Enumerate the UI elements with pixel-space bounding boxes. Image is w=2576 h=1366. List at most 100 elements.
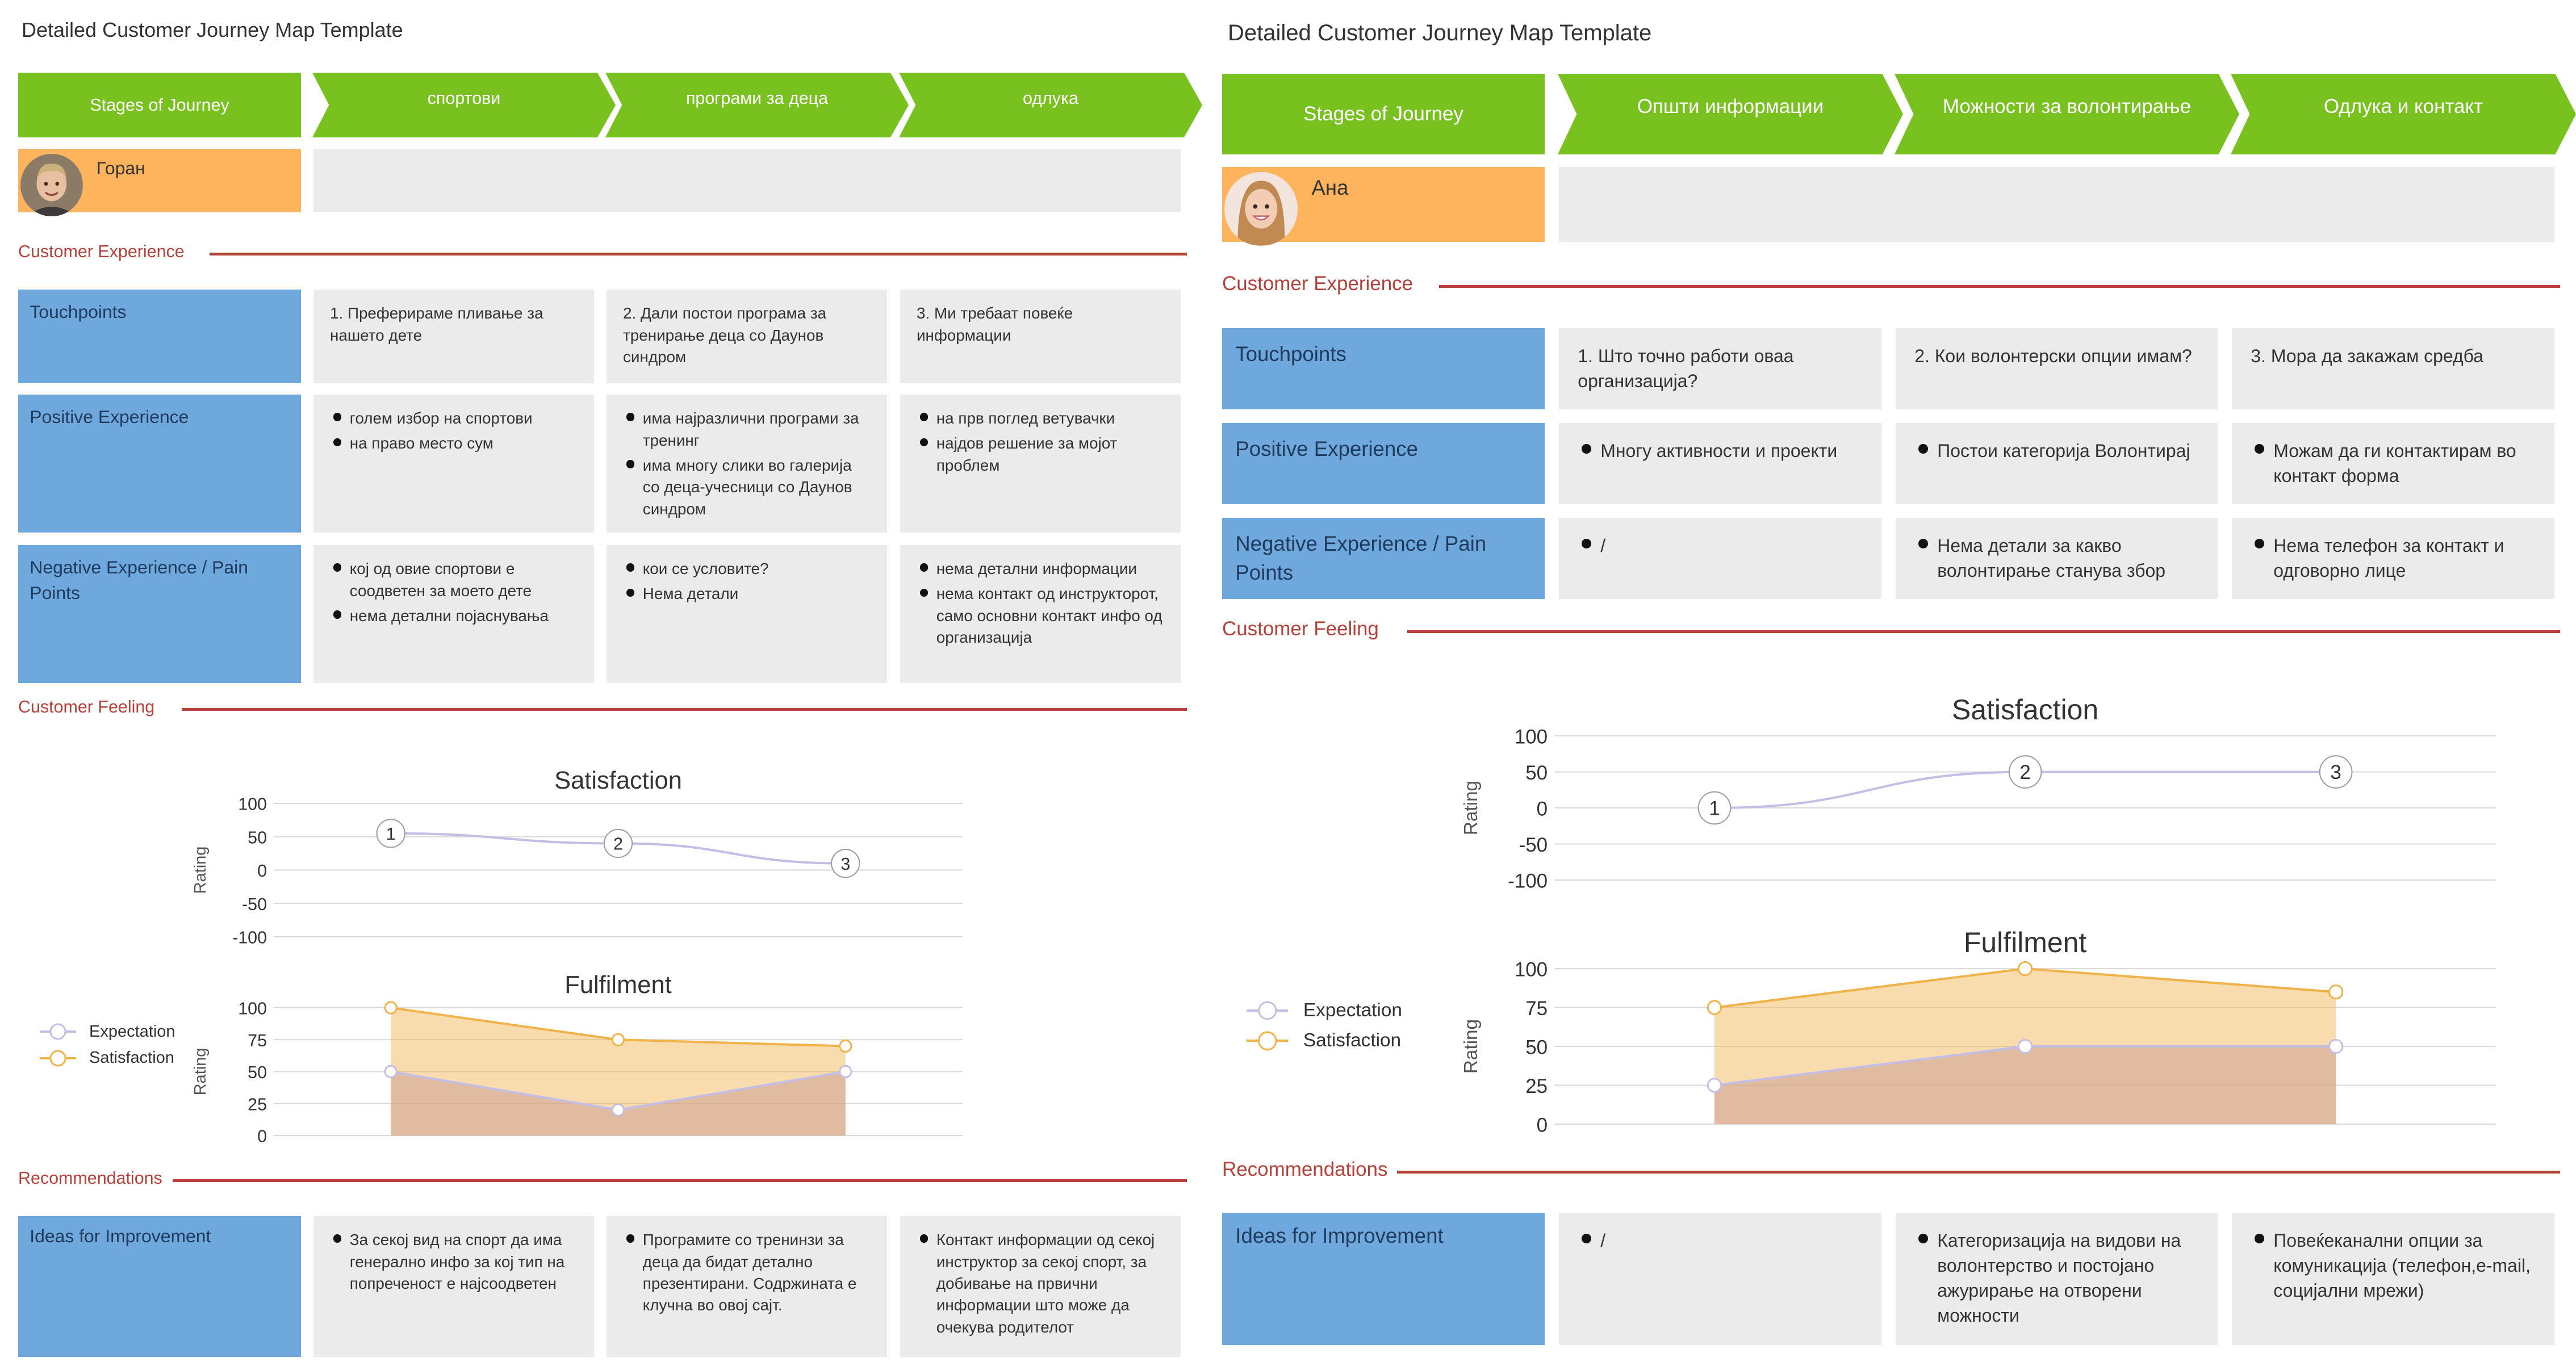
data-point [1697,791,1732,825]
stage-2[interactable]: програми за деца [605,73,909,137]
bullet-item: нема контакт од инструкторот, само основ… [917,583,1164,648]
bullet-list: Многу активности и проекти [1578,438,1862,463]
customer-feeling-header: Customer Feeling [18,697,155,717]
recommendations-header: Recommendations [1222,1158,1388,1181]
legend-dot [1257,1001,1277,1020]
chart-title: Fulfilment [564,971,672,999]
idea-cell: За секој вид на спорт да има генерално и… [313,1216,594,1357]
bullet-list: на прв поглед ветувачки најдов решение за… [917,408,1164,476]
expectation-point [611,1103,625,1117]
positive-experience-cell: Можам да ги контактирам во контакт форма [2232,423,2554,504]
stage-1[interactable]: Општи информации [1558,74,1903,154]
bullet-item: Повеќеканални опции за комуникација (тел… [2251,1228,2535,1303]
satisfaction-point [611,1033,625,1046]
bullet-item: Нема детали [623,583,871,605]
tick-label-y: 50 [1525,762,1548,784]
stage-3[interactable]: Одлука и контакт [2231,74,2576,154]
expectation-point [2017,1038,2033,1054]
bullet-list: Повеќеканални опции за комуникација (тел… [2251,1228,2535,1303]
stage-1[interactable]: спортови [312,73,616,137]
pain-points-cell: / [1559,518,1881,599]
tick-label-y: 0 [1537,798,1548,820]
persona-name: Ана [1311,176,1349,199]
recommendations-header-divider [1396,1171,2560,1174]
expectation-point [839,1065,852,1079]
touchpoint-text: 3. Мора да закажам средба [2251,345,2483,366]
point-label: 3 [840,854,850,874]
bullet-item: најдов решение за мојот проблем [917,433,1164,476]
bullet-item: / [1578,1228,1862,1253]
legend-item-satisfaction[interactable]: Satisfaction [40,1048,175,1068]
bullet-item: Програмите со тренинзи за деца да бидат … [623,1229,871,1317]
tick-label-y: 50 [248,1063,267,1082]
bullet-item: Контакт информации од секој инструктор з… [917,1229,1164,1338]
tick-label-y: 0 [257,1127,267,1146]
touchpoints-label: Touchpoints [18,290,301,383]
touchpoint-text: 1. Што точно работи оваа организација? [1578,345,1794,391]
recommendations-header-divider [172,1179,1187,1182]
satisfaction-chart: Satisfaction Rating 100 50 0 -50 -100 1 2 3 [1461,694,2496,892]
tick-label-y: 75 [1525,998,1548,1020]
pain-points-label: Negative Experience / Pain Points [1222,518,1545,599]
bullet-item: нема детални појаснувања [330,605,578,627]
legend-dot [49,1050,66,1067]
customer-experience-header-divider [1439,285,2560,288]
tick-label-y: 100 [238,999,267,1019]
bullet-list: кој од овие спортови е соодветен за моет… [330,558,578,627]
journey-map-1 [0,0,1198,1366]
positive-experience-cell: Постои категорија Волонтирај [1896,423,2218,504]
customer-feeling-header-divider [1407,630,2560,633]
bullet-list: има најразлични програми за тренинг има м… [623,408,871,520]
customer-experience-header: Customer Experience [1222,273,1414,295]
axis-label-y: Rating [1461,1019,1482,1074]
touchpoint-text: 2. Дали постои програма за тренирање дец… [623,304,827,366]
legend-label: Expectation [89,1022,175,1041]
bullet-item: голем избор на спортови [330,408,578,429]
touchpoints-cell: 2. Кои волонтерски опции имам? [1896,328,2218,409]
tick-label-y: 100 [1515,958,1548,980]
stage-label: одлука [1023,88,1078,108]
chart-title: Satisfaction [1952,694,2098,726]
customer-feeling-header-divider [181,708,1187,711]
stage-label: Одлука и контакт [2323,95,2483,118]
fulfilment-chart: Fulfilment Rating 100 75 50 25 0 [191,971,963,1146]
stage-2[interactable]: Можности за волонтирање [1895,74,2239,154]
legend-item-satisfaction[interactable]: Satisfaction [1247,1029,1402,1052]
stage-header-text: Stages of Journey [1303,103,1463,125]
touchpoints-cell: 3. Ми требаат повеќе информации [900,290,1181,383]
bullet-list: / [1578,1228,1862,1253]
bullet-list: / [1578,533,1862,558]
bullet-item: има најразлични програми за тренинг [623,408,871,451]
map-title: Detailed Customer Journey Map Template [22,18,403,41]
point-label: 1 [386,824,396,844]
tick-label-y: 75 [248,1031,267,1050]
legend-item-expectation[interactable]: Expectation [1247,999,1402,1022]
point-label: 2 [613,835,623,854]
tick-label-y: 0 [1537,1114,1548,1136]
customer-experience-header-divider [209,253,1187,255]
ideas-label: Ideas for Improvement [1222,1213,1545,1345]
map-title: Detailed Customer Journey Map Template [1228,20,1652,45]
male-avatar-icon [20,154,83,216]
expectation-point [384,1065,398,1079]
idea-cell: Контакт информации од секој инструктор з… [900,1216,1181,1357]
data-point [376,819,405,848]
idea-cell: Повеќеканални опции за комуникација (тел… [2232,1213,2554,1345]
persona-details-strip [313,149,1181,212]
bullet-item: нема детални информации [917,558,1164,580]
touchpoint-text: 2. Кои волонтерски опции имам? [1914,345,2192,366]
positive-experience-cell: има најразлични програми за тренинг има м… [607,395,887,533]
data-point [603,828,633,858]
chart-title: Fulfilment [1964,927,2087,958]
bullet-item: Нема детали за какво волонтирање станува… [1914,533,2198,583]
touchpoint-text: 3. Ми требаат повеќе информации [917,304,1073,344]
bullet-list: кои се условите? Нема детали [623,558,871,605]
legend-item-expectation[interactable]: Expectation [40,1022,175,1042]
touchpoint-text: 1. Преферираме пливање за нашето дете [330,304,543,344]
pain-points-cell: кои се условите? Нема детали [607,545,887,683]
fulfilment-chart: Fulfilment Rating 100 75 50 25 0 [1461,927,2496,1136]
bullet-list: За секој вид на спорт да има генерално и… [330,1229,578,1294]
bullet-item: Многу активности и проекти [1578,438,1862,463]
bullet-item: Категоризација на видови на волонтерство… [1914,1228,2198,1328]
stage-3[interactable]: одлука [899,73,1202,137]
